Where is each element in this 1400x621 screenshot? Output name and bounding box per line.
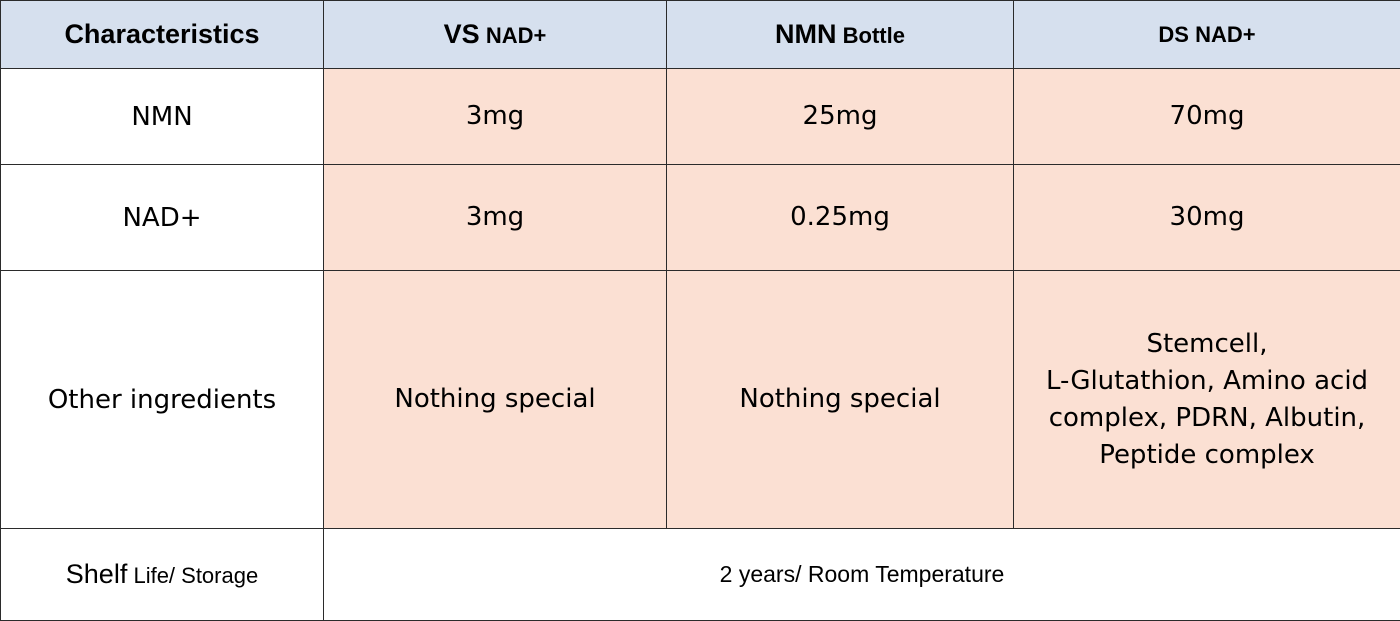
header-row: Characteristics VS NAD+ NMN Bottle DS NA…: [1, 1, 1400, 69]
table-row-shelf-life: Shelf Life/ Storage 2 years/ Room Temper…: [1, 529, 1400, 621]
cell-nmnbottle-other: Nothing special: [667, 271, 1014, 529]
header-ds-label: DS NAD+: [1158, 22, 1255, 47]
row-label: NMN: [1, 69, 324, 165]
cell-vs-nad: 3mg: [324, 165, 667, 271]
cell-vs-nmn: 3mg: [324, 69, 667, 165]
ds-other-line: Stemcell,: [1014, 326, 1400, 363]
header-ds-nad: DS NAD+: [1014, 1, 1400, 69]
table-row-nmn: NMN 3mg 25mg 70mg: [1, 69, 1400, 165]
header-characteristics-label: Characteristics: [64, 19, 259, 49]
shelf-label-main: Shelf: [66, 559, 128, 589]
header-nmn-bottle: NMN Bottle: [667, 1, 1014, 69]
row-label: NAD+: [1, 165, 324, 271]
cell-ds-other: Stemcell, L-Glutathion, Amino acid compl…: [1014, 271, 1400, 529]
shelf-life-label: Shelf Life/ Storage: [1, 529, 324, 621]
ds-other-line: complex, PDRN, Albutin,: [1014, 400, 1400, 437]
row-label: Other ingredients: [1, 271, 324, 529]
cell-nmnbottle-nmn: 25mg: [667, 69, 1014, 165]
header-characteristics: Characteristics: [1, 1, 324, 69]
ds-other-line: L-Glutathion, Amino acid: [1014, 363, 1400, 400]
cell-ds-nad: 30mg: [1014, 165, 1400, 271]
header-vs-main: VS: [444, 19, 480, 49]
shelf-label-rest: Life/ Storage: [133, 563, 258, 588]
cell-ds-nmn: 70mg: [1014, 69, 1400, 165]
header-nmn-main: NMN: [775, 19, 837, 49]
header-vs-nad: VS NAD+: [324, 1, 667, 69]
cell-nmnbottle-nad: 0.25mg: [667, 165, 1014, 271]
table-row-other-ingredients: Other ingredients Nothing special Nothin…: [1, 271, 1400, 529]
table-row-nad: NAD+ 3mg 0.25mg 30mg: [1, 165, 1400, 271]
header-vs-sub: NAD+: [486, 23, 547, 48]
shelf-life-value: 2 years/ Room Temperature: [324, 529, 1400, 621]
header-nmn-sub: Bottle: [843, 23, 905, 48]
ds-other-line: Peptide complex: [1014, 437, 1400, 474]
cell-vs-other: Nothing special: [324, 271, 667, 529]
